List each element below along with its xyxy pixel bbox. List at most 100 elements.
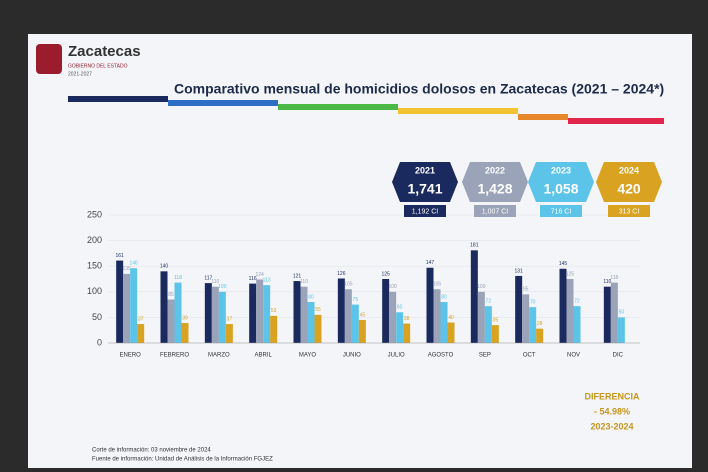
y-tick-label: 100 <box>87 286 102 296</box>
value-label: 72 <box>486 298 492 304</box>
value-label: 85 <box>168 292 174 298</box>
bar <box>315 315 322 343</box>
value-label: 55 <box>315 307 321 313</box>
bar <box>263 285 270 343</box>
summary-total: 420 <box>617 181 641 197</box>
value-label: 80 <box>441 294 447 300</box>
value-label: 110 <box>300 279 308 285</box>
summary-total: 1,741 <box>407 181 442 197</box>
brand-period: 2021-2027 <box>68 71 92 77</box>
summary-ci: 313 CI <box>619 208 640 215</box>
bar <box>345 289 352 343</box>
value-label: 100 <box>388 284 397 290</box>
page: {"header": {"brand": "Zacatecas", "subti… <box>0 0 708 472</box>
x-tick-label: ABRIL <box>254 353 272 359</box>
bar <box>396 312 403 343</box>
x-tick-label: JULIO <box>388 353 405 359</box>
footer-source: Fuente de información: Unidad de Análisi… <box>92 457 273 463</box>
value-label: 95 <box>523 287 529 293</box>
value-label: 125 <box>566 271 575 277</box>
bar <box>182 323 189 343</box>
bar <box>123 274 130 343</box>
value-label: 28 <box>537 321 543 327</box>
difference-period: 2023-2024 <box>590 421 633 431</box>
bar <box>168 299 175 343</box>
chart-title: Comparativo mensual de homicidios doloso… <box>174 81 664 97</box>
value-label: 40 <box>448 315 454 321</box>
value-label: 105 <box>433 282 442 288</box>
y-tick-label: 250 <box>87 209 102 219</box>
brand: Zacatecas <box>68 43 141 60</box>
bar <box>137 324 144 343</box>
difference-value: - 54.98% <box>594 406 630 416</box>
y-tick-label: 50 <box>92 312 102 322</box>
y-tick-label: 200 <box>87 235 102 245</box>
bar <box>567 279 574 343</box>
bar <box>256 280 263 343</box>
value-label: 105 <box>344 282 353 288</box>
bar <box>205 283 212 343</box>
summary-ci: 716 CI <box>551 208 572 215</box>
value-label: 146 <box>129 261 138 267</box>
bar <box>485 306 492 343</box>
x-tick-label: MARZO <box>208 353 230 359</box>
bar <box>352 305 359 343</box>
value-label: 80 <box>308 294 314 300</box>
bar <box>301 287 308 343</box>
y-tick-label: 0 <box>97 337 102 347</box>
legend-year: 2024 <box>619 165 639 175</box>
value-label: 72 <box>574 298 580 304</box>
value-label: 135 <box>122 266 131 272</box>
bar <box>130 268 137 343</box>
value-label: 37 <box>138 316 144 322</box>
bar <box>249 284 256 343</box>
bar <box>441 302 448 343</box>
value-label: 45 <box>360 312 366 318</box>
bar <box>478 292 485 343</box>
x-tick-label: MAYO <box>299 353 317 359</box>
bar <box>175 283 182 343</box>
value-label: 70 <box>530 299 536 305</box>
x-tick-label: ENERO <box>119 353 141 359</box>
bar <box>560 269 567 343</box>
bar <box>427 268 434 343</box>
bar <box>270 316 277 343</box>
value-label: 113 <box>263 277 271 283</box>
screen: Zacatecas GOBIERNO DEL ESTADO 2021-2027 … <box>0 0 708 472</box>
x-tick-label: AGOSTO <box>428 353 454 359</box>
bar <box>294 281 301 343</box>
legend-year: 2021 <box>415 165 435 175</box>
value-label: 131 <box>514 268 523 274</box>
value-label: 126 <box>337 271 346 277</box>
bar <box>604 287 611 343</box>
bar <box>574 306 581 343</box>
bar <box>529 307 536 343</box>
value-label: 140 <box>160 264 169 270</box>
bar <box>308 302 315 343</box>
bar <box>492 325 499 343</box>
value-label: 100 <box>477 284 486 290</box>
brand-subtitle: GOBIERNO DEL ESTADO <box>68 63 128 69</box>
value-label: 38 <box>404 316 410 322</box>
x-tick-label: JUNIO <box>343 353 361 359</box>
summary-ci: 1,192 CI <box>412 208 439 215</box>
value-label: 181 <box>470 243 479 249</box>
value-label: 53 <box>271 308 277 314</box>
footer-cutoff: Corte de información: 03 noviembre de 20… <box>92 448 211 454</box>
bar <box>161 271 168 343</box>
y-tick-label: 150 <box>87 261 102 271</box>
bar <box>226 324 233 343</box>
bar <box>389 292 396 343</box>
value-label: 60 <box>397 305 403 311</box>
bar <box>471 250 478 343</box>
bar <box>359 320 366 343</box>
value-label: 161 <box>115 253 124 259</box>
legend-year: 2023 <box>551 165 571 175</box>
summary-ci: 1,007 CI <box>482 208 509 215</box>
value-label: 39 <box>182 315 188 321</box>
bar <box>618 317 625 343</box>
bar <box>212 287 219 343</box>
logo <box>36 44 62 74</box>
x-tick-label: SEP <box>479 353 491 359</box>
value-label: 75 <box>353 297 359 303</box>
